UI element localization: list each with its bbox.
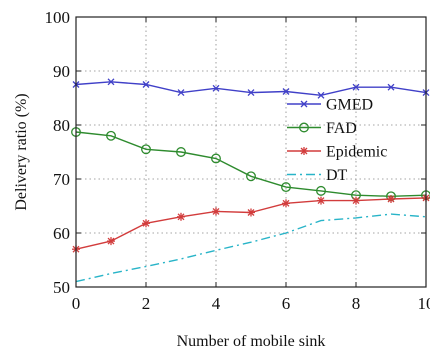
y-tick-label: 70 <box>53 170 70 189</box>
data-point-star-marker <box>177 213 185 221</box>
x-tick-label: 0 <box>72 294 81 313</box>
x-tick-label: 2 <box>142 294 151 313</box>
x-tick-label: 6 <box>282 294 291 313</box>
x-tick-label: 4 <box>212 294 221 313</box>
data-point-star-marker <box>247 208 255 216</box>
y-tick-label: 80 <box>53 116 70 135</box>
y-tick-label: 60 <box>53 224 70 243</box>
series-epidemic <box>72 194 430 253</box>
legend-label-epidemic: Epidemic <box>326 144 387 161</box>
y-tick-label: 100 <box>45 8 71 27</box>
data-point-star-marker <box>352 197 360 205</box>
series-layer <box>72 79 430 282</box>
legend-entry-fad: FAD <box>287 120 357 137</box>
series-line-fad <box>76 132 426 196</box>
data-point-star-marker <box>300 147 308 155</box>
legend-entry-dt: DT <box>287 167 348 184</box>
series-fad <box>72 128 430 201</box>
data-point-star-marker <box>212 207 220 215</box>
legend-label-dt: DT <box>326 167 348 184</box>
series-line-dt <box>76 214 426 282</box>
series-dt <box>76 214 426 282</box>
x-axis-label: Number of mobile sink <box>177 333 326 350</box>
legend-entry-gmed: GMED <box>287 97 373 114</box>
tick-layer: 0 2 4 6 8 10 50 60 70 80 90 100 <box>45 8 430 313</box>
y-tick-label: 50 <box>53 278 70 297</box>
x-tick-label: 10 <box>418 294 430 313</box>
legend: GMED FAD Epidemic DT <box>287 97 387 185</box>
series-gmed <box>73 79 429 99</box>
data-point-star-marker <box>317 197 325 205</box>
data-point-star-marker <box>107 237 115 245</box>
legend-entry-epidemic: Epidemic <box>287 144 387 161</box>
x-tick-label: 8 <box>352 294 361 313</box>
y-axis-label: Delivery ratio (%) <box>13 93 30 210</box>
data-point-star-marker <box>387 195 395 203</box>
legend-label-fad: FAD <box>326 120 357 137</box>
data-point-star-marker <box>282 199 290 207</box>
y-tick-label: 90 <box>53 62 70 81</box>
legend-label-gmed: GMED <box>326 97 373 114</box>
data-point-star-marker <box>142 219 150 227</box>
